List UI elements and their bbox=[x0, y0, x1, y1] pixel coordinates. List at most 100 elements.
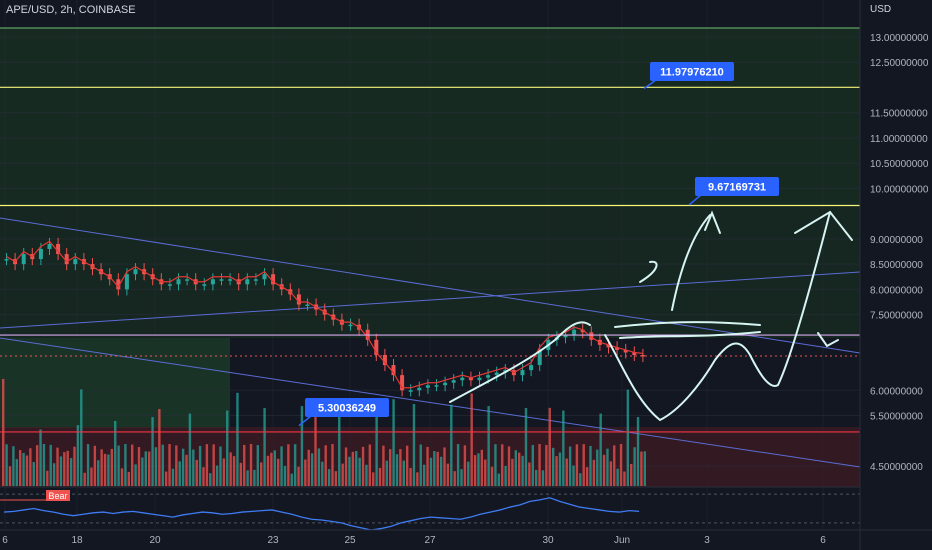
volume-bar bbox=[195, 459, 198, 486]
volume-bar bbox=[270, 452, 273, 486]
volume-bar bbox=[164, 471, 168, 486]
volume-bar bbox=[307, 449, 310, 486]
volume-bar bbox=[636, 417, 640, 486]
candle bbox=[271, 274, 276, 285]
volume-bar bbox=[358, 457, 361, 486]
candle bbox=[460, 377, 465, 381]
candle bbox=[529, 365, 534, 371]
volume-bar bbox=[73, 446, 76, 486]
volume-bar bbox=[596, 449, 599, 486]
candle bbox=[133, 269, 138, 275]
volume-bar bbox=[419, 444, 422, 486]
volume-bar bbox=[144, 451, 147, 486]
candle bbox=[210, 279, 215, 285]
callout-pointer bbox=[643, 79, 657, 90]
volume-bar bbox=[490, 466, 494, 486]
volume-bar bbox=[280, 446, 283, 486]
currency-label: USD bbox=[870, 4, 892, 15]
drawn-stroke bbox=[604, 211, 831, 422]
volume-bar bbox=[158, 409, 161, 486]
price-tick-label: 10.50000000 bbox=[870, 159, 929, 170]
volume-bar bbox=[205, 444, 209, 486]
volume-bar bbox=[463, 445, 467, 486]
volume-bar bbox=[545, 444, 548, 486]
price-callouts[interactable]: 11.97976210 9.67169731 5.30036249 bbox=[298, 62, 779, 427]
volume-bar bbox=[372, 472, 375, 486]
volume-bar bbox=[534, 469, 538, 486]
volume-bar bbox=[202, 467, 205, 486]
volume-bar bbox=[324, 445, 327, 486]
candle bbox=[262, 274, 267, 280]
volume-bar bbox=[161, 444, 164, 486]
volume-bar bbox=[83, 472, 86, 486]
time-axis[interactable]: 6 18 20 23 25 27 30 Jun 3 6 bbox=[0, 529, 932, 546]
volume-bar bbox=[467, 461, 470, 486]
trend-line-upper bbox=[0, 217, 861, 354]
volume-bar bbox=[134, 464, 137, 486]
price-tick-label: 6.00000000 bbox=[870, 386, 923, 397]
volume-bar bbox=[310, 453, 314, 486]
candle bbox=[116, 279, 121, 290]
candle bbox=[520, 370, 525, 376]
volume-bar bbox=[127, 471, 131, 486]
volume-bar bbox=[609, 461, 613, 486]
volume-bar bbox=[334, 471, 338, 486]
hand-drawn-path[interactable] bbox=[449, 210, 853, 422]
price-tick-label: 12.50000000 bbox=[870, 58, 929, 69]
volume-bar bbox=[117, 445, 120, 486]
volume-bar bbox=[531, 445, 534, 486]
volume-bar bbox=[131, 444, 134, 486]
volume-bar bbox=[405, 445, 409, 486]
volume-bar bbox=[446, 463, 450, 486]
volume-bar bbox=[273, 450, 276, 486]
volume-bar bbox=[314, 400, 317, 486]
volume-bar bbox=[25, 455, 29, 486]
volume-bar bbox=[276, 458, 280, 486]
price-axis[interactable]: 13.00000000 12.50000000 11.50000000 11.0000… bbox=[859, 0, 932, 550]
candle bbox=[486, 375, 491, 378]
volume-bar bbox=[613, 445, 616, 486]
volume-bar bbox=[551, 447, 555, 486]
volume-bar bbox=[39, 429, 42, 486]
volume-bar bbox=[97, 460, 100, 486]
callout-box bbox=[650, 62, 734, 81]
volume-bar bbox=[63, 452, 66, 486]
candle bbox=[73, 259, 78, 265]
candle bbox=[606, 344, 611, 348]
volume-bar bbox=[365, 464, 368, 486]
volume-bar bbox=[389, 449, 392, 486]
price-tick-label: 8.00000000 bbox=[870, 285, 923, 296]
volume-bar bbox=[327, 469, 331, 486]
volume-bar bbox=[246, 470, 249, 486]
volume-bar bbox=[22, 453, 25, 486]
volume-bar bbox=[568, 446, 572, 486]
price-axis-bg bbox=[860, 0, 932, 550]
volume-bar bbox=[538, 444, 541, 486]
price-tick-label: 11.50000000 bbox=[870, 109, 928, 120]
time-tick-label: 27 bbox=[424, 535, 436, 546]
volume-bar bbox=[375, 404, 378, 486]
candle bbox=[374, 339, 379, 355]
time-tick-label: Jun bbox=[614, 535, 630, 546]
volume-bar bbox=[399, 449, 402, 486]
volume-bar bbox=[504, 465, 507, 486]
volume-bar bbox=[260, 462, 263, 486]
volume-bar bbox=[35, 445, 39, 486]
volume-bar bbox=[253, 469, 256, 486]
candle bbox=[632, 352, 637, 355]
candle bbox=[494, 372, 499, 376]
volume-bar bbox=[120, 468, 124, 486]
volume-bar bbox=[456, 444, 460, 486]
candle bbox=[219, 279, 224, 281]
volume-bar bbox=[321, 461, 324, 486]
volume-bars bbox=[2, 379, 647, 486]
volume-bar bbox=[209, 473, 212, 486]
volume-bar bbox=[460, 469, 463, 486]
volume-bar bbox=[368, 444, 372, 486]
volume-bar bbox=[175, 445, 178, 486]
volume-bar bbox=[409, 467, 412, 486]
volume-bar bbox=[49, 444, 52, 486]
volume-bar bbox=[378, 467, 382, 486]
volume-bar bbox=[473, 455, 477, 486]
